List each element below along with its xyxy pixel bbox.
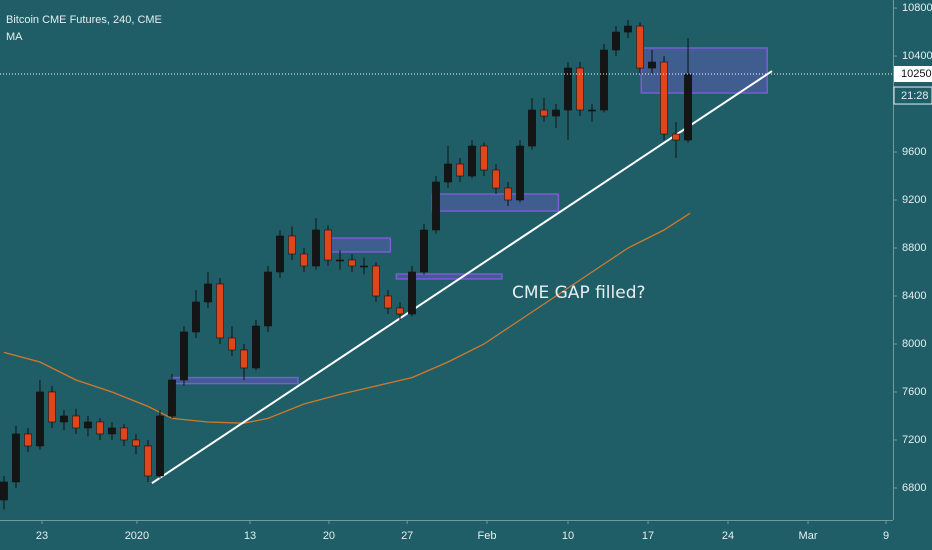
candle-body — [648, 61, 656, 69]
x-tick-label: 27 — [401, 530, 413, 542]
zone — [324, 237, 392, 253]
candle-body — [624, 25, 632, 33]
y-tick-label: 8800 — [902, 242, 926, 254]
y-tick-label: 6800 — [902, 482, 926, 494]
candle-body — [468, 145, 476, 177]
candle-body — [672, 133, 680, 141]
y-tick-label: 7200 — [902, 434, 926, 446]
chart-title: Bitcoin CME Futures, 240, CME — [6, 14, 162, 26]
candle-body — [300, 253, 308, 267]
y-tick-label: 10800 — [902, 2, 932, 14]
candle-body — [324, 229, 332, 261]
candle-body — [192, 301, 200, 333]
candle-body — [12, 433, 20, 483]
candle-body — [84, 421, 92, 429]
candle-body — [552, 109, 560, 117]
x-tick-label: 13 — [244, 530, 256, 542]
y-tick-label: 8400 — [902, 290, 926, 302]
annotation: CME GAP filled? — [512, 283, 646, 303]
y-tick-label: 9200 — [902, 194, 926, 206]
candle-body — [372, 265, 380, 297]
x-tick-label: 23 — [36, 530, 48, 542]
candle-body — [168, 379, 176, 417]
zone — [171, 376, 299, 385]
y-tick-label: 9600 — [902, 146, 926, 158]
candle-body — [528, 109, 536, 147]
candle-body — [264, 271, 272, 327]
countdown-box — [893, 86, 932, 105]
candle-body — [276, 235, 284, 273]
x-tick-label: 2020 — [125, 530, 149, 542]
zone — [395, 273, 503, 280]
candle-body — [576, 67, 584, 111]
candle-body — [288, 235, 296, 255]
candle-body — [24, 433, 32, 447]
x-tick-label: 9 — [883, 530, 889, 542]
candle-body — [228, 337, 236, 351]
y-tick-label: 10400 — [902, 50, 932, 62]
x-tick-label: Mar — [799, 530, 818, 542]
candle-body — [684, 73, 692, 141]
candle-body — [204, 283, 212, 303]
candle-body — [432, 181, 440, 231]
candle-body — [240, 349, 248, 369]
candle-body — [636, 25, 644, 69]
candle-body — [216, 283, 224, 339]
x-tick-label: Feb — [478, 530, 497, 542]
candle-body — [60, 415, 68, 423]
candle-body — [120, 427, 128, 441]
candle-body — [336, 259, 344, 262]
candle-body — [564, 67, 572, 111]
x-tick-label: 17 — [642, 530, 654, 542]
countdown: 21:28 — [901, 90, 929, 102]
candle-body — [48, 391, 56, 423]
candle-body — [108, 427, 116, 435]
candle-body — [252, 325, 260, 369]
candle-body — [480, 145, 488, 171]
candle-body — [408, 271, 416, 315]
x-tick-label: 10 — [562, 530, 574, 542]
candle-body — [420, 229, 428, 273]
candle-body — [156, 415, 164, 477]
candle-body — [36, 391, 44, 447]
candle-body — [384, 295, 392, 309]
candle-body — [144, 445, 152, 477]
candle-body — [588, 109, 596, 112]
candle-body — [360, 265, 368, 268]
last-price-label: 10250 — [901, 68, 932, 80]
candle-body — [180, 331, 188, 381]
ma-line — [3, 212, 691, 424]
candle-body — [516, 145, 524, 201]
trendline — [151, 70, 773, 484]
y-tick-label: 8000 — [902, 338, 926, 350]
y-tick-label: 7600 — [902, 386, 926, 398]
candle-body — [612, 31, 620, 51]
candle-body — [312, 229, 320, 267]
candle-body — [504, 187, 512, 201]
indicator-label: MA — [6, 31, 23, 43]
candle-body — [492, 169, 500, 189]
x-tick-label: 20 — [323, 530, 335, 542]
candle-body — [660, 61, 668, 135]
candle-body — [540, 109, 548, 117]
candle-body — [396, 307, 404, 315]
last-price-box — [894, 66, 932, 83]
candle-body — [456, 163, 464, 177]
candle-body — [0, 481, 8, 501]
x-tick-label: 24 — [722, 530, 734, 542]
candle-body — [132, 439, 140, 447]
candle-body — [96, 421, 104, 435]
candle-body — [348, 259, 356, 267]
candle-body — [72, 415, 80, 429]
zone — [431, 193, 560, 212]
candle-body — [600, 49, 608, 111]
candle-body — [444, 163, 452, 183]
